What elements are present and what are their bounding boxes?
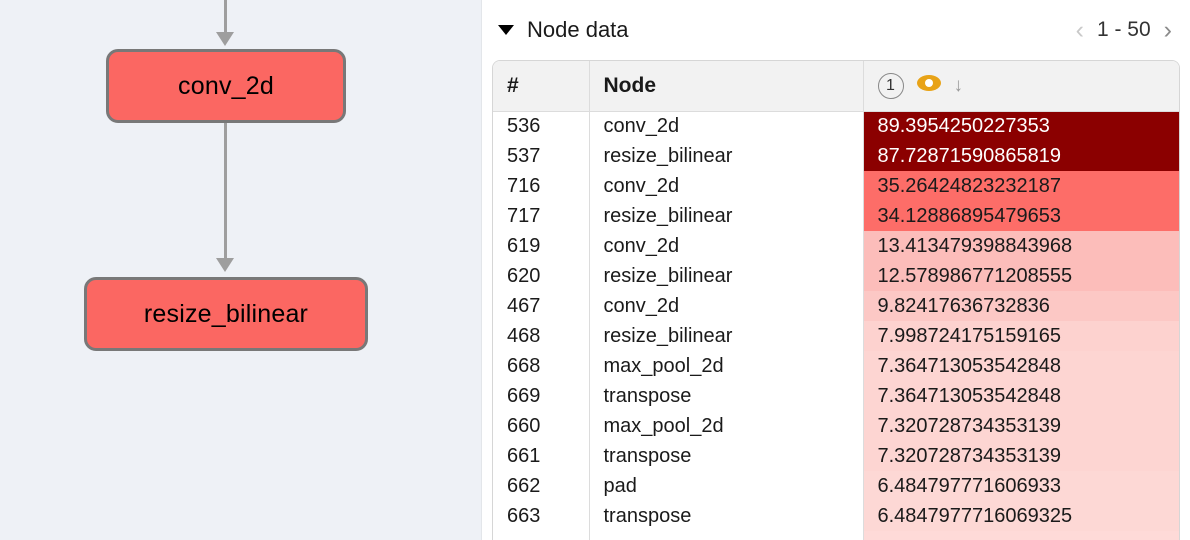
cell-index: 467 <box>493 291 590 321</box>
table-row[interactable]: 536 conv_2d 89.3954250227353 <box>493 111 1179 141</box>
cell-value: 7.320728734353139 <box>863 411 1179 441</box>
table-row[interactable]: 660 max_pool_2d 7.320728734353139 <box>493 411 1179 441</box>
cell-value: 6.484797771606933 <box>863 471 1179 501</box>
cell-index: 468 <box>493 321 590 351</box>
table-row[interactable]: 662 pad 6.484797771606933 <box>493 471 1179 501</box>
cell-node: transpose <box>589 441 864 471</box>
sort-descending-icon[interactable]: ↓ <box>953 75 964 97</box>
cell-index: 669 <box>493 381 590 411</box>
cell-node: max_pool_2d <box>589 411 864 441</box>
table-header-row: # Node 1 ↓ <box>493 61 1179 112</box>
cell-index <box>493 531 590 540</box>
table-row[interactable]: 661 transpose 7.320728734353139 <box>493 441 1179 471</box>
cell-node: transpose <box>589 501 864 531</box>
cell-index: 620 <box>493 261 590 291</box>
cell-node: conv_2d <box>589 291 864 321</box>
node-data-table-container: # Node 1 ↓ <box>492 60 1180 540</box>
cell-index: 716 <box>493 171 590 201</box>
cell-value: 7.364713053542848 <box>863 351 1179 381</box>
cell-index: 661 <box>493 441 590 471</box>
table-row[interactable]: 717 resize_bilinear 34.12886895479653 <box>493 201 1179 231</box>
cell-value: 13.413479398843968 <box>863 231 1179 261</box>
cell-node: resize_bilinear <box>589 321 864 351</box>
cell-node: conv_2d <box>589 231 864 261</box>
cell-value: 6.4847977716069325 <box>863 501 1179 531</box>
graph-panel[interactable]: conv_2d resize_bilinear <box>0 0 482 540</box>
column-header-index[interactable]: # <box>493 61 590 112</box>
pagination-controls: ‹ 1 - 50 › <box>1075 15 1172 44</box>
rank-badge[interactable]: 1 <box>877 72 904 99</box>
cell-node: conv_2d <box>589 171 864 201</box>
edge-incoming-line <box>224 0 227 34</box>
chevron-left-icon[interactable]: ‹ <box>1075 15 1084 44</box>
graph-node-label: conv_2d <box>178 71 274 100</box>
cell-node: transpose <box>589 381 864 411</box>
cell-index: 662 <box>493 471 590 501</box>
cell-index: 668 <box>493 351 590 381</box>
cell-node: resize_bilinear <box>589 261 864 291</box>
pagination-range-label: 1 - 50 <box>1096 18 1151 41</box>
chevron-down-icon[interactable] <box>498 25 514 35</box>
cell-node: conv_2d <box>589 111 864 141</box>
edge-incoming-arrowhead <box>216 32 234 46</box>
column-header-value[interactable]: 1 ↓ <box>863 61 1179 112</box>
graph-node-resize-bilinear[interactable]: resize_bilinear <box>84 277 368 351</box>
cell-index: 537 <box>493 141 590 171</box>
edge-conv-to-resize-line <box>224 123 227 260</box>
cell-node: resize_bilinear <box>589 201 864 231</box>
cell-value: 89.3954250227353 <box>863 111 1179 141</box>
table-row[interactable] <box>493 531 1179 540</box>
page-title: Node data <box>527 17 629 42</box>
table-row[interactable]: 467 conv_2d 9.82417636732836 <box>493 291 1179 321</box>
cell-index: 717 <box>493 201 590 231</box>
cell-index: 619 <box>493 231 590 261</box>
node-data-header: Node data ‹ 1 - 50 › <box>482 0 1190 60</box>
table-row[interactable]: 620 resize_bilinear 12.578986771208555 <box>493 261 1179 291</box>
node-data-table: # Node 1 ↓ <box>493 61 1179 540</box>
table-row[interactable]: 668 max_pool_2d 7.364713053542848 <box>493 351 1179 381</box>
table-header: # Node 1 ↓ <box>493 61 1179 112</box>
graph-node-label: resize_bilinear <box>143 299 309 328</box>
cell-index: 536 <box>493 111 590 141</box>
table-body: 536 conv_2d 89.3954250227353 537 resize_bili… <box>493 111 1179 540</box>
graph-node-conv-2d[interactable]: conv_2d <box>106 49 346 123</box>
cell-value: 7.364713053542848 <box>863 381 1179 411</box>
cell-value <box>863 531 1179 540</box>
table-row[interactable]: 619 conv_2d 13.413479398843968 <box>493 231 1179 261</box>
edge-conv-to-resize-arrowhead <box>216 258 234 272</box>
cell-index: 663 <box>493 501 590 531</box>
cell-value: 7.320728734353139 <box>863 441 1179 471</box>
cell-node <box>589 531 864 540</box>
eye-icon[interactable] <box>916 74 942 98</box>
table-row[interactable]: 716 conv_2d 35.26424823232187 <box>493 171 1179 201</box>
chevron-right-icon[interactable]: › <box>1163 15 1172 44</box>
cell-value: 35.26424823232187 <box>863 171 1179 201</box>
cell-value: 7.998724175159165 <box>863 321 1179 351</box>
table-row[interactable]: 468 resize_bilinear 7.998724175159165 <box>493 321 1179 351</box>
node-data-panel: Node data ‹ 1 - 50 › # Node 1 <box>482 0 1190 540</box>
cell-node: resize_bilinear <box>589 141 864 171</box>
cell-value: 87.72871590865819 <box>863 141 1179 171</box>
table-row[interactable]: 537 resize_bilinear 87.72871590865819 <box>493 141 1179 171</box>
cell-node: max_pool_2d <box>589 351 864 381</box>
cell-value: 9.82417636732836 <box>863 291 1179 321</box>
cell-index: 660 <box>493 411 590 441</box>
table-row[interactable]: 669 transpose 7.364713053542848 <box>493 381 1179 411</box>
cell-value: 12.578986771208555 <box>863 261 1179 291</box>
table-row[interactable]: 663 transpose 6.4847977716069325 <box>493 501 1179 531</box>
column-header-node[interactable]: Node <box>589 61 864 112</box>
cell-node: pad <box>589 471 864 501</box>
cell-value: 34.12886895479653 <box>863 201 1179 231</box>
